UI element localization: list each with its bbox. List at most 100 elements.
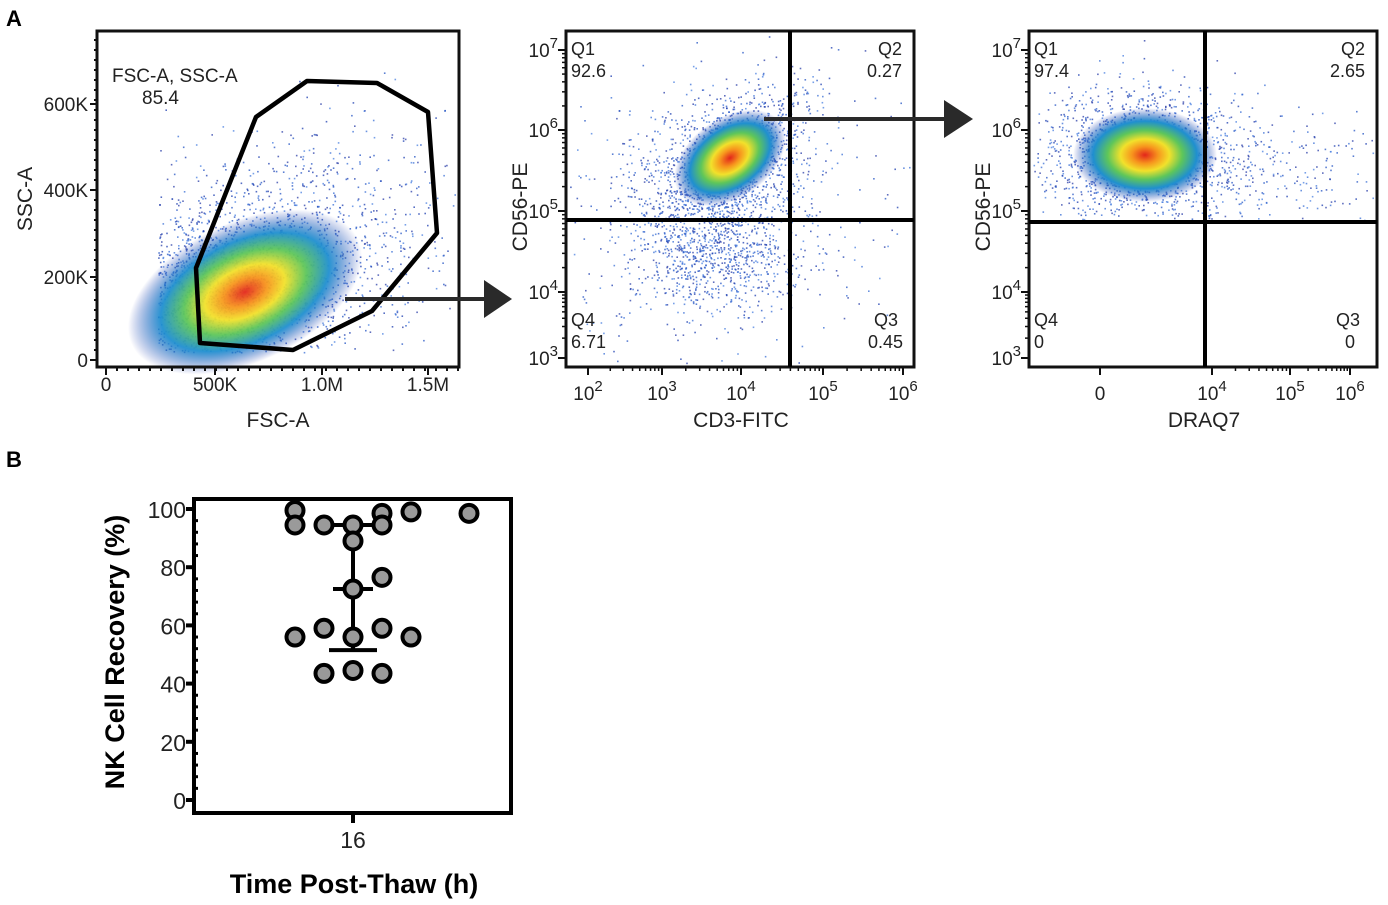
event-dot — [772, 235, 775, 237]
event-dot — [714, 252, 717, 254]
event-dot — [373, 187, 376, 189]
event-dot — [256, 145, 258, 147]
event-dot — [756, 261, 759, 264]
event-dot — [752, 326, 755, 329]
event-dot — [763, 59, 766, 62]
event-dot — [328, 165, 330, 167]
event-dot — [672, 290, 674, 292]
event-dot — [761, 76, 764, 78]
event-dot — [427, 224, 429, 227]
event-dot — [728, 239, 731, 241]
event-dot — [701, 215, 703, 218]
event-dot — [337, 142, 340, 144]
event-dot — [734, 256, 736, 258]
event-dot — [760, 309, 763, 312]
event-dot — [434, 241, 436, 243]
event-dot — [332, 204, 335, 206]
event-dot — [745, 197, 748, 200]
event-dot — [373, 314, 375, 317]
event-dot — [770, 266, 772, 268]
event-dot — [656, 266, 658, 269]
event-dot — [721, 262, 724, 264]
event-dot — [739, 272, 741, 274]
event-dot — [225, 169, 227, 171]
event-dot — [660, 212, 662, 214]
p1-y-tick-label: 400K — [44, 181, 89, 202]
event-dot — [709, 249, 712, 251]
event-dot — [607, 251, 609, 253]
event-dot — [749, 306, 751, 308]
event-dot — [773, 186, 776, 188]
event-dot — [255, 190, 258, 193]
event-dot — [708, 213, 710, 215]
event-dot — [671, 202, 673, 204]
event-dot — [793, 147, 796, 150]
event-dot — [192, 230, 195, 232]
event-dot — [374, 218, 377, 220]
event-dot — [822, 106, 825, 109]
event-dot — [691, 319, 694, 322]
event-dot — [405, 325, 407, 327]
event-dot — [723, 242, 725, 244]
event-dot — [248, 193, 250, 195]
event-dot — [665, 304, 667, 306]
event-dot — [786, 149, 788, 151]
event-dot — [661, 221, 663, 224]
event-dot — [262, 198, 264, 201]
event-dot — [698, 239, 701, 242]
event-dot — [721, 250, 724, 252]
event-dot — [764, 106, 766, 108]
event-dot — [674, 247, 677, 250]
event-dot — [701, 230, 703, 233]
event-dot — [199, 202, 202, 205]
event-dot — [757, 273, 760, 276]
event-dot — [723, 237, 726, 240]
event-dot — [696, 232, 699, 235]
event-dot — [651, 174, 653, 177]
event-dot — [702, 274, 704, 276]
event-dot — [672, 138, 674, 141]
event-dot — [734, 223, 737, 226]
event-dot — [683, 251, 685, 254]
event-dot — [373, 210, 375, 212]
event-dot — [765, 244, 768, 246]
event-dot — [711, 103, 714, 105]
event-dot — [614, 200, 616, 202]
event-dot — [276, 181, 279, 184]
event-dot — [711, 221, 714, 224]
event-dot — [741, 221, 743, 223]
event-dot — [787, 132, 789, 135]
event-dot — [258, 156, 260, 158]
event-dot — [662, 205, 665, 208]
event-dot — [686, 251, 688, 253]
event-dot — [689, 274, 691, 277]
event-dot — [219, 215, 221, 218]
event-dot — [203, 212, 206, 214]
event-dot — [692, 278, 695, 281]
event-dot — [300, 191, 302, 194]
event-dot — [201, 221, 203, 224]
event-dot — [638, 266, 640, 268]
event-dot — [681, 206, 684, 208]
event-dot — [216, 202, 218, 205]
event-dot — [215, 201, 218, 203]
event-dot — [727, 211, 729, 213]
event-dot — [603, 332, 605, 335]
event-dot — [644, 244, 646, 246]
event-dot — [684, 125, 686, 128]
event-dot — [777, 246, 780, 248]
event-dot — [630, 196, 633, 198]
event-dot — [785, 143, 788, 145]
event-dot — [719, 310, 721, 313]
event-dot — [334, 200, 337, 203]
event-dot — [663, 91, 665, 94]
event-dot — [324, 208, 327, 211]
event-dot — [764, 101, 767, 104]
event-dot — [262, 208, 265, 211]
event-dot — [745, 92, 747, 95]
event-dot — [854, 246, 856, 249]
event-dot — [665, 117, 667, 119]
event-dot — [279, 199, 282, 202]
event-dot — [170, 163, 173, 166]
event-dot — [394, 78, 397, 81]
